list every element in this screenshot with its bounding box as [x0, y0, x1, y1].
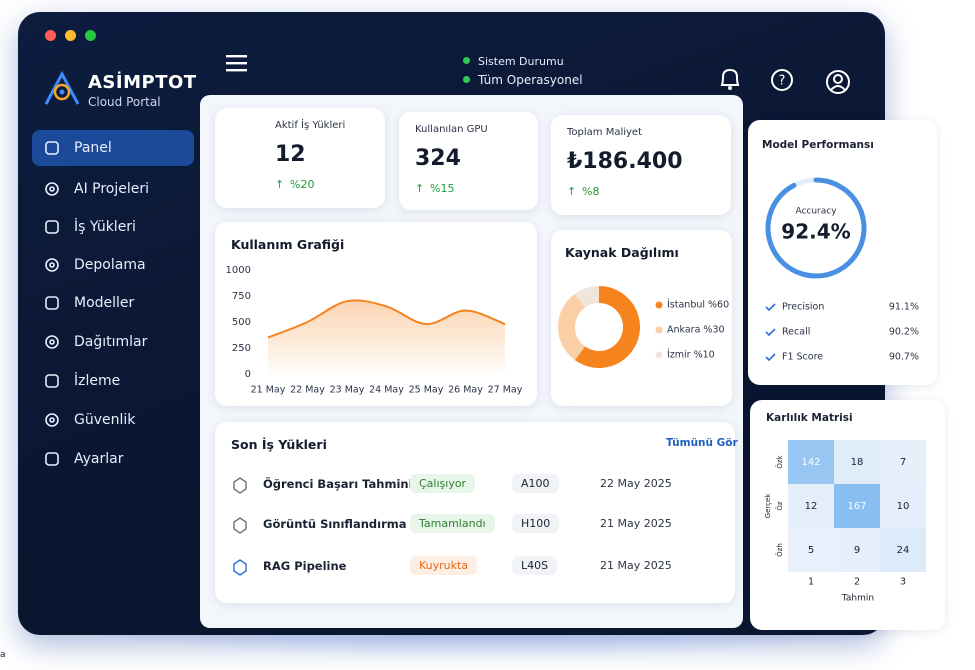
- nav-item[interactable]: Ayarlar: [32, 441, 194, 477]
- nav-icon: [45, 220, 59, 234]
- nav-label: AI Projeleri: [74, 181, 150, 197]
- menu-button[interactable]: [226, 54, 248, 72]
- matrix-title: Karlılık Matrisi: [766, 412, 853, 424]
- status-dot: [463, 76, 470, 83]
- kpi-card: [551, 115, 731, 215]
- kpi-title: Kullanılan GPU: [415, 124, 488, 135]
- nav-icon: [45, 258, 59, 272]
- nav-item[interactable]: Depolama: [32, 247, 194, 283]
- status-value: Tüm Operasyonel: [478, 73, 583, 87]
- nav-label: İzleme: [74, 373, 121, 389]
- nav-item[interactable]: İzleme: [32, 363, 194, 399]
- model-card: [748, 120, 937, 385]
- matrix-card: [750, 400, 945, 630]
- nav-item[interactable]: Güvenlik: [32, 402, 194, 438]
- nav-label: Depolama: [74, 257, 146, 273]
- status-label: Sistem Durumu: [478, 55, 564, 68]
- kpi-card: [399, 112, 538, 210]
- resources-title: Kaynak Dağılımı: [565, 245, 679, 260]
- nav-label: İş Yükleri: [74, 219, 136, 235]
- help-button[interactable]: ?: [770, 68, 794, 92]
- kpi-value: 324: [415, 146, 461, 171]
- nav-label: Dağıtımlar: [74, 334, 148, 350]
- brand-name: ASİMPTOT: [88, 72, 197, 93]
- row-status: Çalışıyor: [410, 474, 476, 493]
- row-gpu: A100: [512, 474, 559, 493]
- kpi-title: Toplam Maliyet: [567, 127, 643, 138]
- row-name: Görüntü Sınıflandırma: [263, 517, 407, 531]
- nav-label: Modeller: [74, 295, 135, 311]
- row-status: Kuyrukta: [410, 556, 478, 575]
- nav-item[interactable]: İş Yükleri: [32, 209, 194, 245]
- row-status: Tamamlandı: [410, 514, 495, 533]
- kpi-change-arrow: ↑: [415, 182, 425, 195]
- view-all-link[interactable]: Tümünü Gör: [666, 437, 738, 449]
- nav-icon: [45, 296, 59, 310]
- minimize-button[interactable]: [65, 30, 76, 41]
- recent-title: Son İş Yükleri: [231, 437, 327, 452]
- nav-label: Panel: [74, 140, 112, 156]
- nav-item[interactable]: Dağıtımlar: [32, 324, 194, 360]
- row-date: 21 May 2025: [600, 559, 672, 572]
- nav-item[interactable]: Modeller: [32, 285, 194, 321]
- nav-item[interactable]: Panel: [32, 130, 194, 166]
- model-title: Model Performansı: [762, 139, 874, 151]
- row-date: 22 May 2025: [600, 477, 672, 490]
- nav-icon: [45, 374, 59, 388]
- row-date: 21 May 2025: [600, 517, 672, 530]
- kpi-change: %8: [582, 185, 600, 198]
- svg-text:?: ?: [779, 74, 786, 89]
- nav-label: Ayarlar: [74, 451, 124, 467]
- kpi-value: 12: [275, 142, 306, 167]
- brand-subtitle: Cloud Portal: [88, 95, 161, 109]
- row-gpu: L40S: [512, 556, 558, 575]
- nav-icon: [45, 413, 59, 427]
- notifications-button[interactable]: [718, 66, 742, 92]
- usage-title: Kullanım Grafiği: [231, 237, 345, 252]
- logo: [44, 70, 80, 105]
- row-name: RAG Pipeline: [263, 559, 347, 573]
- close-button[interactable]: [45, 30, 56, 41]
- nav-icon: [45, 452, 59, 466]
- nav-icon: [45, 335, 59, 349]
- footnote: a: [0, 650, 6, 660]
- kpi-value: ₺186.400: [567, 149, 683, 174]
- kpi-title: Aktif İş Yükleri: [275, 120, 346, 131]
- kpi-change-arrow: ↑: [567, 185, 577, 198]
- row-name: Öğrenci Başarı Tahmini: [263, 477, 413, 491]
- nav-label: Güvenlik: [74, 412, 136, 428]
- status-dot: [463, 57, 470, 64]
- row-gpu: H100: [512, 514, 560, 533]
- kpi-card: [215, 108, 385, 208]
- nav-item[interactable]: AI Projeleri: [32, 171, 194, 207]
- kpi-change: %20: [290, 178, 315, 191]
- kpi-change-arrow: ↑: [275, 178, 285, 191]
- nav-icon: [45, 182, 59, 196]
- kpi-change: %15: [430, 182, 455, 195]
- nav-icon: [45, 141, 59, 155]
- profile-button[interactable]: [825, 69, 851, 95]
- maximize-button[interactable]: [85, 30, 96, 41]
